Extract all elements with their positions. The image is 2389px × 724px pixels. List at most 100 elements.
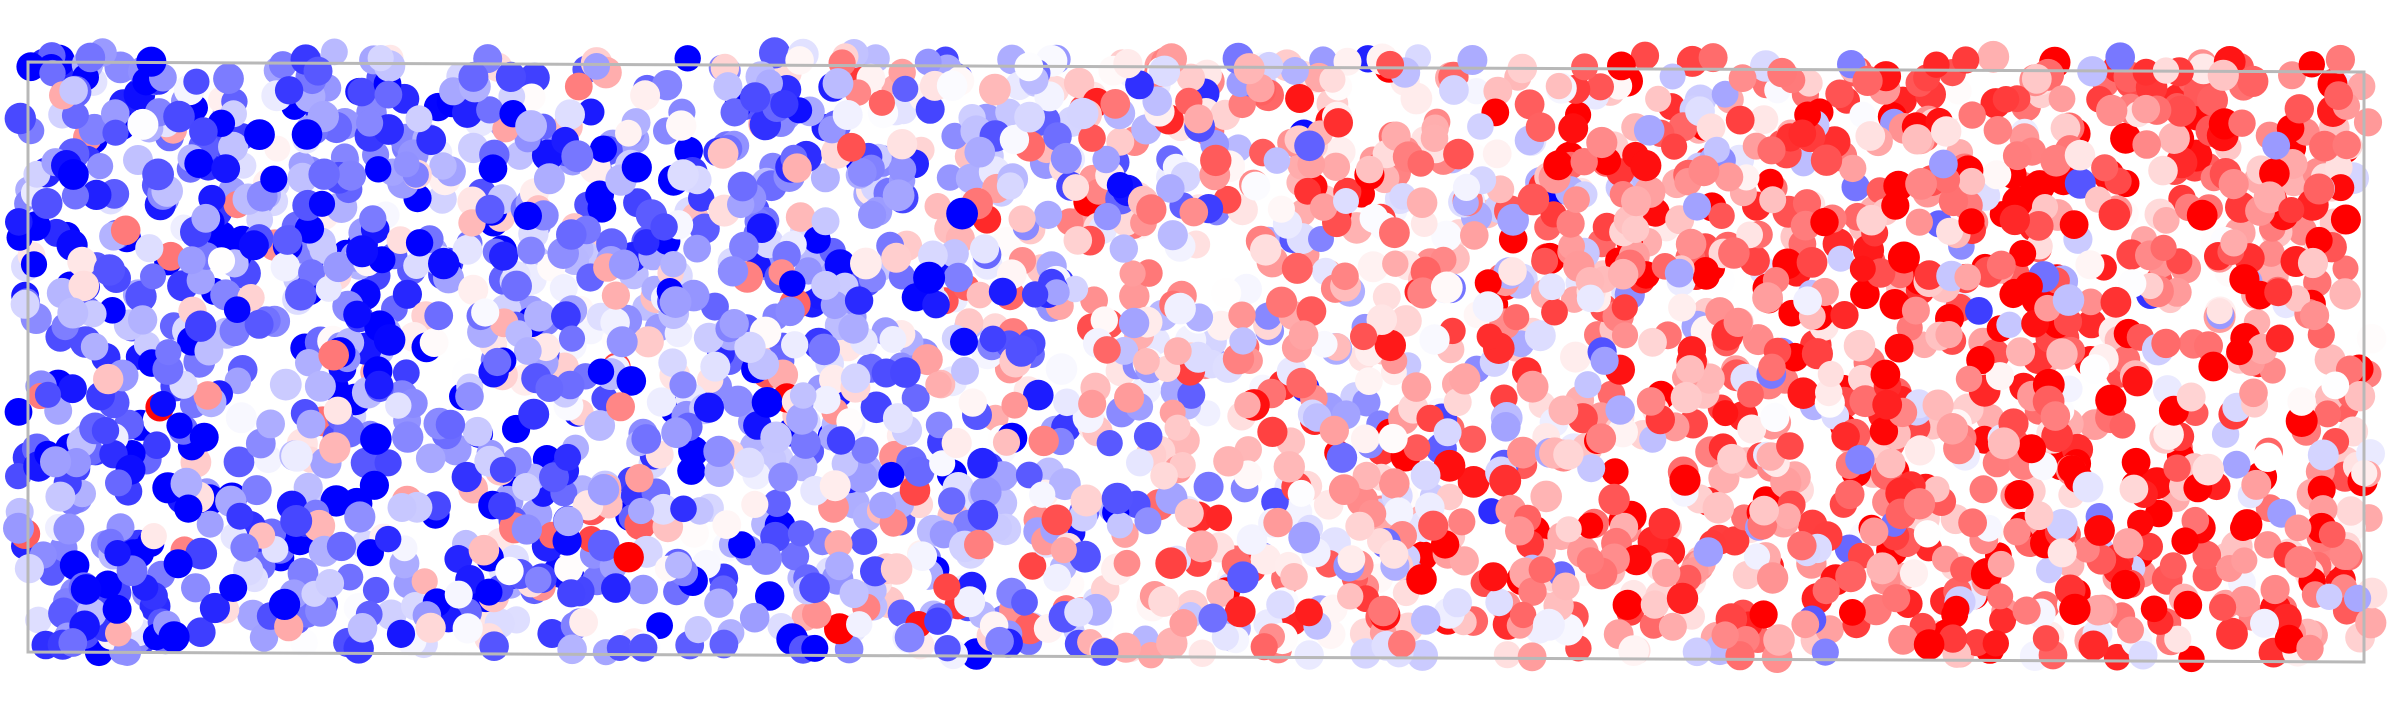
particle	[58, 374, 87, 404]
particle	[2192, 453, 2225, 486]
particle	[374, 80, 403, 109]
particle	[1241, 171, 1271, 201]
particle	[68, 270, 100, 302]
particle	[213, 63, 244, 94]
particle	[2059, 210, 2089, 240]
particle	[1875, 448, 1906, 479]
particle	[1483, 76, 1513, 106]
particle	[879, 326, 907, 353]
particle	[964, 529, 994, 560]
particle	[2163, 454, 2191, 482]
particle	[2151, 328, 2181, 359]
particle	[189, 422, 219, 452]
particle	[1788, 119, 1817, 148]
particle	[59, 76, 88, 105]
particle	[1374, 329, 1407, 362]
particle	[344, 501, 376, 533]
particle	[2192, 540, 2222, 570]
particle	[1049, 468, 1081, 501]
particle	[1443, 388, 1472, 417]
particle	[941, 427, 972, 459]
particle	[1133, 422, 1163, 451]
particle	[304, 370, 336, 402]
particle	[1938, 624, 1968, 653]
particle	[364, 370, 394, 400]
particle	[2152, 207, 2180, 234]
particle	[551, 301, 581, 332]
particle	[2117, 616, 2144, 644]
particle	[1532, 608, 1565, 641]
particle	[478, 154, 508, 183]
particle	[2132, 130, 2161, 159]
particle	[1611, 322, 1639, 349]
particle	[1177, 380, 1206, 409]
particle	[2253, 442, 2283, 472]
particle	[1184, 104, 1214, 134]
particle	[679, 518, 709, 548]
particle	[913, 261, 946, 294]
particle	[343, 300, 371, 329]
particle	[1288, 521, 1321, 554]
particle	[2078, 630, 2109, 661]
particle	[1571, 53, 1599, 81]
particle	[1503, 304, 1530, 331]
particle	[1350, 322, 1378, 351]
particle	[1859, 517, 1889, 547]
particle	[2112, 528, 2144, 559]
particle	[20, 251, 48, 278]
particle	[1185, 530, 1218, 563]
particle	[556, 219, 587, 250]
particle	[127, 108, 159, 140]
particle	[846, 611, 873, 638]
particle	[1570, 148, 1598, 176]
particle	[2064, 139, 2096, 171]
particle	[2158, 122, 2190, 154]
particle	[693, 392, 725, 423]
particle	[185, 537, 218, 570]
particle	[1905, 208, 1933, 236]
particle	[557, 634, 587, 665]
particle	[584, 410, 616, 441]
particle	[392, 279, 422, 309]
particle	[2040, 144, 2073, 177]
particle	[193, 381, 223, 410]
particle	[1069, 540, 1101, 573]
particle	[1286, 367, 1317, 399]
particle	[839, 578, 869, 609]
particle	[985, 626, 1014, 656]
particle	[886, 129, 918, 160]
particle	[1923, 51, 1950, 78]
particle	[513, 201, 542, 231]
particle	[244, 309, 274, 339]
particle	[230, 533, 259, 562]
particle	[2040, 401, 2071, 431]
particle	[2121, 447, 2151, 477]
particle	[712, 510, 742, 539]
particle	[629, 633, 658, 662]
particle	[1100, 89, 1131, 119]
particle	[1866, 552, 1899, 585]
particle	[1702, 492, 1735, 524]
particle	[810, 163, 840, 193]
particle	[1296, 296, 1327, 327]
particle	[967, 499, 999, 531]
particle	[587, 529, 620, 562]
particle	[479, 631, 509, 661]
particle	[746, 213, 777, 244]
particle	[650, 213, 678, 241]
particle	[127, 305, 158, 335]
particle	[1295, 598, 1323, 627]
particle	[727, 171, 758, 202]
particle	[298, 259, 326, 287]
particle	[554, 443, 582, 471]
particle	[1419, 324, 1450, 355]
particle	[1986, 250, 2016, 280]
particle	[1987, 550, 2015, 578]
particle	[1887, 241, 1920, 274]
particle	[704, 588, 734, 618]
particle	[81, 179, 112, 210]
particle	[1936, 413, 1969, 445]
particle	[882, 179, 915, 212]
particle	[244, 119, 275, 150]
particle	[808, 333, 840, 366]
